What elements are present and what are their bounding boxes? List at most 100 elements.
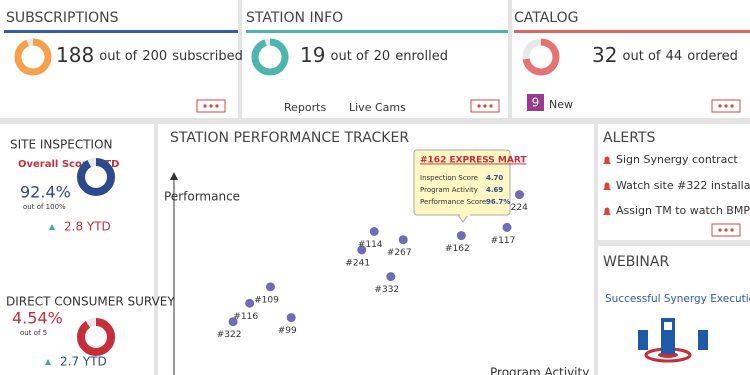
- point-label: #117: [491, 236, 516, 246]
- panel: [0, 124, 154, 375]
- webinar-link[interactable]: Successful Synergy Execution: [605, 293, 750, 305]
- panel-title: ALERTS: [603, 130, 655, 146]
- point-label: #332: [374, 285, 399, 295]
- tooltip-value: 4.70: [486, 174, 503, 182]
- tooltip-join: [460, 213, 470, 216]
- menu-dot: [724, 104, 728, 108]
- point[interactable]: [245, 298, 255, 308]
- pump: [638, 330, 648, 350]
- alert[interactable]: Watch site #322 installation: [616, 179, 750, 192]
- scatter: #322 #116 #109 #99 #241 #114 #267 #332 #162 #117 #…: [217, 190, 528, 340]
- point-label: #267: [387, 248, 412, 258]
- badge-label: New: [549, 98, 573, 111]
- point[interactable]: [228, 317, 238, 327]
- donut-arc: [522, 38, 560, 76]
- underline: [514, 30, 750, 33]
- underline: [246, 30, 508, 33]
- score: 4.54%: [12, 309, 63, 328]
- bell: [603, 182, 611, 190]
- change: 2.7 YTD: [60, 355, 107, 369]
- badge-count: 9: [532, 96, 540, 110]
- point-label: #241: [345, 258, 370, 268]
- y-axis-label: Performance: [164, 190, 240, 204]
- metric: 188 out of 200 subscribed: [56, 43, 243, 67]
- bell: [603, 207, 611, 215]
- menu-dot: [483, 104, 487, 108]
- point-label: #116: [233, 312, 258, 322]
- donut-arc: [251, 38, 289, 76]
- metric: 19 out of 20 enrolled: [300, 43, 448, 67]
- pump-screen: [664, 322, 672, 330]
- panel-title: STATION PERFORMANCE TRACKER: [170, 130, 409, 146]
- menu-dot: [209, 104, 213, 108]
- point[interactable]: [265, 282, 275, 292]
- point-label: #109: [254, 295, 279, 305]
- point-label: #99: [278, 326, 297, 336]
- donut-arc: [77, 158, 115, 196]
- panel: [598, 124, 750, 240]
- tooltip-key: Inspection Score: [420, 174, 478, 182]
- up-arrow: [45, 359, 51, 365]
- donut-arc: [77, 318, 115, 356]
- menu-dot: [730, 104, 734, 108]
- tooltip-key: Performance Score: [420, 198, 486, 206]
- panel: [512, 0, 750, 118]
- menu-dot: [203, 104, 207, 108]
- score-total: out of 5: [20, 329, 47, 337]
- point-label: #162: [445, 244, 470, 254]
- x-axis-label: Program Activity: [490, 366, 589, 375]
- tooltip: #162 EXPRESS MART Inspection Score 4.70 …: [413, 149, 527, 223]
- tooltip-title: #162 EXPRESS MART: [420, 156, 527, 166]
- link[interactable]: Live Cams: [349, 101, 406, 114]
- panel-title: CATALOG: [514, 10, 578, 26]
- point[interactable]: [386, 272, 396, 282]
- point[interactable]: [456, 231, 466, 241]
- panel: [0, 0, 238, 118]
- link[interactable]: Reports: [284, 101, 326, 114]
- axis-arrow: [170, 172, 178, 180]
- point-label: #114: [358, 240, 383, 250]
- point[interactable]: [357, 245, 367, 255]
- panel-title: SUBSCRIPTIONS: [6, 10, 119, 26]
- menu-dot: [489, 104, 493, 108]
- point[interactable]: [369, 227, 379, 236]
- score: 92.4%: [20, 183, 71, 202]
- menu-dot: [718, 228, 722, 232]
- tooltip-key: Program Activity: [420, 186, 478, 194]
- point[interactable]: [398, 235, 408, 245]
- bell: [603, 156, 611, 164]
- metric: 32 out of 44 ordered: [592, 43, 738, 67]
- point-label: #322: [217, 330, 242, 340]
- menu-dot: [477, 104, 481, 108]
- clip: Program Activity: [490, 366, 589, 375]
- point[interactable]: [514, 190, 524, 200]
- score-total: out of 100%: [23, 203, 66, 211]
- menu-dot: [215, 104, 219, 108]
- donut-arc: [14, 38, 52, 76]
- panel-title: DIRECT CONSUMER SURVEY: [6, 295, 175, 309]
- up-arrow: [49, 224, 55, 230]
- pump: [698, 330, 708, 350]
- point[interactable]: [502, 222, 512, 232]
- subtitle: Overall Score YTD: [18, 159, 119, 170]
- tooltip-value: 96.7%: [486, 198, 510, 206]
- point-label: #224: [503, 203, 528, 213]
- panel-title: STATION INFO: [246, 10, 343, 26]
- webinar-icon: [638, 318, 708, 363]
- change: 2.8 YTD: [64, 220, 111, 234]
- bells: [603, 156, 611, 215]
- badge: [527, 94, 544, 111]
- panel-title: SITE INSPECTION: [10, 138, 113, 152]
- panel-title: WEBINAR: [603, 254, 669, 270]
- point[interactable]: [286, 313, 296, 323]
- alert[interactable]: Assign TM to watch BMP: [616, 204, 750, 217]
- menu-dot: [718, 104, 722, 108]
- underline: [4, 30, 238, 33]
- tooltip-value: 4.69: [486, 186, 503, 194]
- menu-dot: [730, 228, 734, 232]
- menu-dot: [724, 228, 728, 232]
- alert[interactable]: Sign Synergy contract: [616, 153, 738, 166]
- panel: [158, 124, 594, 375]
